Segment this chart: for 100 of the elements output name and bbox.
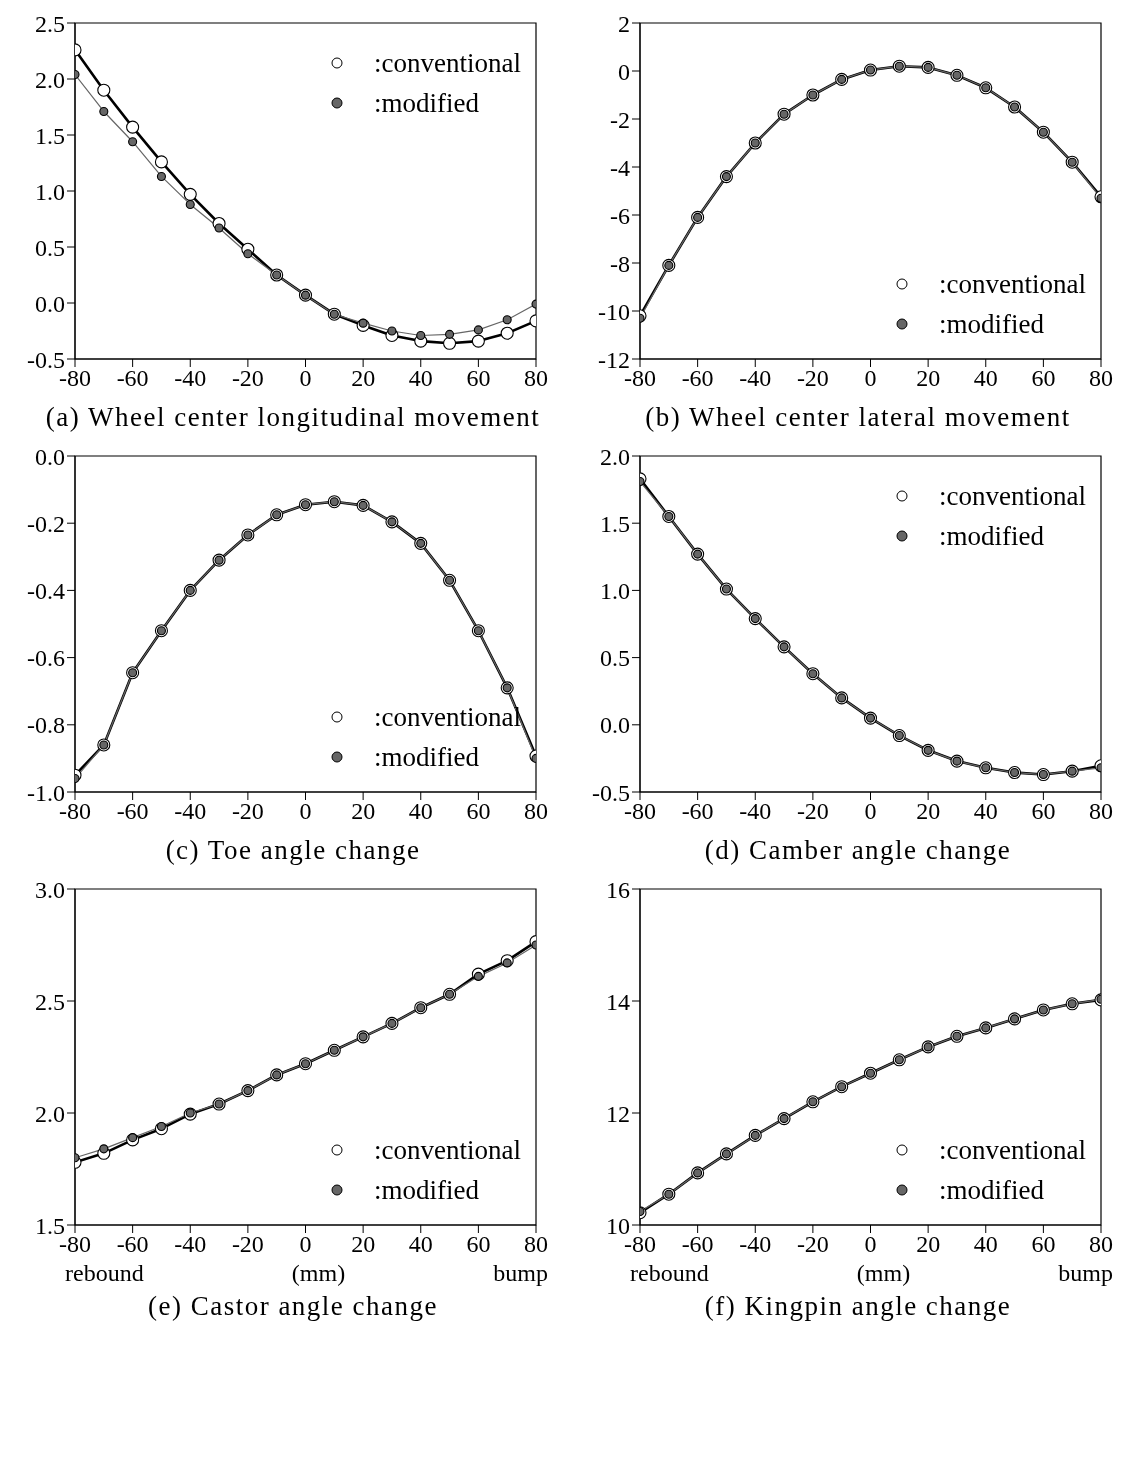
x-axis-title: (mm) [856, 1260, 911, 1287]
y-tick-label: -0.4 [27, 577, 65, 604]
y-tick-label: -1.0 [27, 779, 65, 806]
x-tick-label: 60 [466, 1231, 491, 1258]
x-tick-label: 0 [299, 1231, 312, 1258]
x-tick-label: -60 [681, 1231, 714, 1258]
text: (a) Wheel center longitudinal movement [44, 402, 542, 433]
y-tick-label: 2.0 [35, 1100, 65, 1127]
x-tick-label: -20 [231, 798, 264, 825]
x-tick-label: -60 [116, 365, 149, 392]
x-tick-label: -20 [231, 365, 264, 392]
y-tick-label: 1.5 [35, 1212, 65, 1239]
legend-label: :modified [374, 741, 480, 774]
y-tick-label: 0 [618, 58, 630, 85]
x-tick-label: 0 [864, 798, 877, 825]
x-tick-label: 60 [1031, 798, 1056, 825]
x-tick-label: -60 [116, 1231, 149, 1258]
y-tick-label: -0.6 [27, 645, 65, 672]
y-tick-label: -12 [598, 346, 630, 373]
x-tick-label: 40 [408, 365, 433, 392]
y-tick-label: 1.0 [35, 178, 65, 205]
x-tick-label: 20 [916, 365, 941, 392]
x-tick-label: -20 [796, 798, 829, 825]
y-tick-label: 0.5 [35, 234, 65, 261]
y-tick-label: 2.5 [35, 988, 65, 1015]
text: bump [493, 1260, 548, 1287]
y-tick-label: 2.0 [35, 66, 65, 93]
text: bump [1058, 1260, 1113, 1287]
x-tick-label: 20 [916, 798, 941, 825]
x-tick-label: 80 [524, 365, 548, 392]
y-tick-label: 0.0 [600, 712, 630, 739]
y-tick-label: -4 [610, 154, 630, 181]
x-tick-label: -20 [231, 1231, 264, 1258]
x-tick-label: 20 [351, 1231, 376, 1258]
x-tick-label: 60 [466, 798, 491, 825]
x-tick-label: 40 [973, 798, 998, 825]
x-tick-label: 20 [351, 798, 376, 825]
legend-label: :conventional [374, 47, 521, 80]
x-tick-label: -40 [739, 798, 772, 825]
y-tick-label: 14 [606, 988, 630, 1015]
text: (b) Wheel center lateral movement [644, 402, 1072, 433]
y-tick-label: 12 [606, 1100, 630, 1127]
legend-label: :conventional [939, 268, 1086, 301]
legend-label: :conventional [939, 1134, 1086, 1167]
x-tick-label: -40 [739, 365, 772, 392]
x-tick-label: 80 [1089, 1231, 1113, 1258]
text: (d) Camber angle change [703, 835, 1013, 866]
x-tick-label: -60 [116, 798, 149, 825]
y-tick-label: -0.8 [27, 712, 65, 739]
y-tick-label: 1.5 [35, 122, 65, 149]
legend-label: :modified [939, 520, 1045, 553]
x-tick-label: 0 [864, 1231, 877, 1258]
y-tick-label: 3.0 [35, 876, 65, 903]
y-tick-label: 0.0 [35, 443, 65, 470]
text: rebound [630, 1260, 709, 1287]
y-tick-label: 10 [606, 1212, 630, 1239]
x-tick-label: 80 [1089, 365, 1113, 392]
legend-label: :modified [374, 1174, 480, 1207]
legend-label: :conventional [939, 480, 1086, 513]
x-tick-label: 80 [524, 1231, 548, 1258]
y-tick-label: -6 [610, 202, 630, 229]
y-tick-label: 2.5 [35, 10, 65, 37]
legend-label: :modified [374, 87, 480, 120]
x-tick-label: 20 [351, 365, 376, 392]
x-tick-label: 40 [973, 1231, 998, 1258]
x-tick-label: 0 [299, 365, 312, 392]
y-tick-label: -10 [598, 298, 630, 325]
y-tick-label: 2 [618, 10, 630, 37]
x-tick-label: 60 [466, 365, 491, 392]
text: rebound [65, 1260, 144, 1287]
y-tick-label: 0.5 [600, 645, 630, 672]
x-tick-label: 40 [973, 365, 998, 392]
y-tick-label: -0.5 [27, 346, 65, 373]
x-tick-label: 80 [1089, 798, 1113, 825]
text: (f) Kingpin angle change [703, 1291, 1013, 1322]
x-tick-label: -60 [681, 365, 714, 392]
y-tick-label: 16 [606, 876, 630, 903]
y-tick-label: 1.0 [600, 577, 630, 604]
legend-label: :modified [939, 308, 1045, 341]
x-tick-label: 0 [299, 798, 312, 825]
text: (c) Toe angle change [164, 835, 422, 866]
x-tick-label: -40 [739, 1231, 772, 1258]
y-tick-label: 2.0 [600, 443, 630, 470]
x-axis-title: (mm) [291, 1260, 346, 1287]
x-tick-label: -40 [174, 798, 207, 825]
x-tick-label: -40 [174, 1231, 207, 1258]
legend-label: :conventional [374, 701, 521, 734]
x-tick-label: 40 [408, 798, 433, 825]
y-tick-label: 1.5 [600, 510, 630, 537]
x-tick-label: -60 [681, 798, 714, 825]
y-tick-label: -2 [610, 106, 630, 133]
text: (e) Castor angle change [146, 1291, 440, 1322]
x-tick-label: 40 [408, 1231, 433, 1258]
x-tick-label: 20 [916, 1231, 941, 1258]
x-tick-label: 60 [1031, 365, 1056, 392]
y-tick-label: -8 [610, 250, 630, 277]
x-tick-label: 80 [524, 798, 548, 825]
x-tick-label: -40 [174, 365, 207, 392]
x-tick-label: -20 [796, 365, 829, 392]
x-tick-label: 60 [1031, 1231, 1056, 1258]
